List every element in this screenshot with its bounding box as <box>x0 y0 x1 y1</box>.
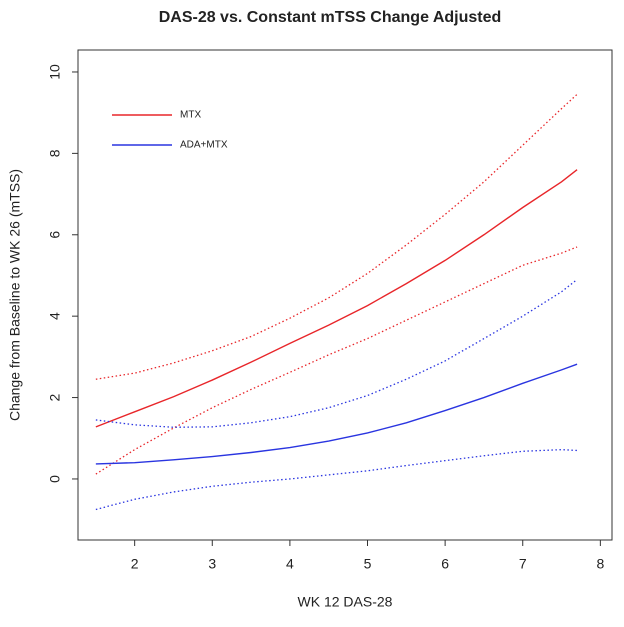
series-line <box>95 169 578 428</box>
x-tick-label: 5 <box>364 556 372 572</box>
lower-bound <box>95 449 578 511</box>
legend-label: MTX <box>180 110 201 121</box>
x-tick-label: 7 <box>519 556 527 572</box>
series-line <box>95 363 578 465</box>
legend-label: ADA+MTX <box>180 140 228 151</box>
y-tick-label: 10 <box>47 64 63 80</box>
chart-title: DAS-28 vs. Constant mTSS Change Adjusted <box>159 9 502 26</box>
plot-frame <box>77 49 613 541</box>
upper-bound <box>95 279 578 428</box>
y-tick-label: 6 <box>47 231 63 239</box>
lower-bound <box>95 246 578 475</box>
x-tick-label: 2 <box>131 556 139 572</box>
y-tick-label: 8 <box>47 149 63 157</box>
x-tick-label: 6 <box>441 556 449 572</box>
x-axis-label: WK 12 DAS-28 <box>298 594 393 610</box>
y-tick-label: 0 <box>47 475 63 483</box>
y-tick-label: 4 <box>47 312 63 320</box>
x-tick-label: 4 <box>286 556 294 572</box>
y-axis-label: Change from Baseline to WK 26 (mTSS) <box>7 169 23 421</box>
x-tick-label: 3 <box>208 556 216 572</box>
x-tick-label: 8 <box>596 556 604 572</box>
upper-bound <box>95 93 578 380</box>
y-tick-label: 2 <box>47 393 63 401</box>
